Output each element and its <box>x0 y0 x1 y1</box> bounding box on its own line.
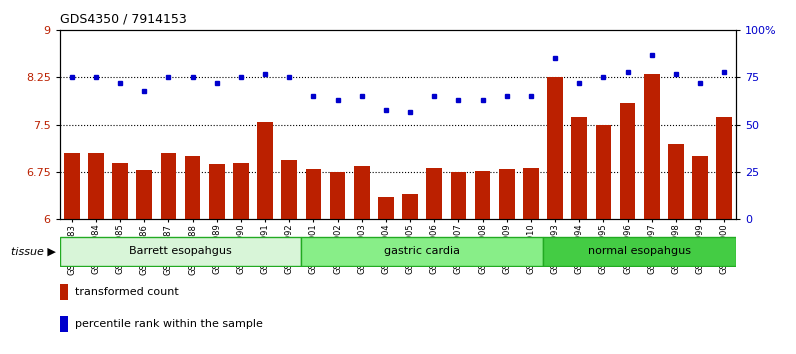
Bar <box>378 198 394 219</box>
Bar <box>233 162 249 219</box>
Bar <box>644 74 660 219</box>
Bar <box>64 153 80 219</box>
Bar <box>595 125 611 219</box>
Bar <box>572 117 587 219</box>
FancyBboxPatch shape <box>60 237 302 266</box>
Bar <box>60 316 68 332</box>
Bar <box>668 144 684 219</box>
FancyBboxPatch shape <box>302 237 543 266</box>
Bar <box>185 156 201 219</box>
Bar <box>354 166 369 219</box>
Text: gastric cardia: gastric cardia <box>384 246 460 256</box>
Text: transformed count: transformed count <box>75 287 178 297</box>
Bar <box>693 156 708 219</box>
FancyBboxPatch shape <box>543 237 736 266</box>
Text: GDS4350 / 7914153: GDS4350 / 7914153 <box>60 12 186 25</box>
Text: Barrett esopahgus: Barrett esopahgus <box>129 246 232 256</box>
Bar <box>282 160 297 219</box>
Bar <box>88 153 103 219</box>
Bar <box>306 169 322 219</box>
Bar <box>330 172 345 219</box>
Bar <box>161 153 176 219</box>
Bar <box>112 162 128 219</box>
Bar <box>716 117 732 219</box>
Text: tissue ▶: tissue ▶ <box>11 246 56 256</box>
Bar <box>620 103 635 219</box>
Bar <box>451 172 466 219</box>
Bar <box>257 122 273 219</box>
Bar <box>209 164 224 219</box>
Text: percentile rank within the sample: percentile rank within the sample <box>75 319 263 329</box>
Bar <box>427 168 442 219</box>
Bar <box>499 169 514 219</box>
Bar <box>547 78 563 219</box>
Bar <box>474 171 490 219</box>
Bar <box>60 284 68 300</box>
Text: normal esopahgus: normal esopahgus <box>588 246 691 256</box>
Bar <box>402 194 418 219</box>
Bar <box>136 170 152 219</box>
Bar <box>523 168 539 219</box>
